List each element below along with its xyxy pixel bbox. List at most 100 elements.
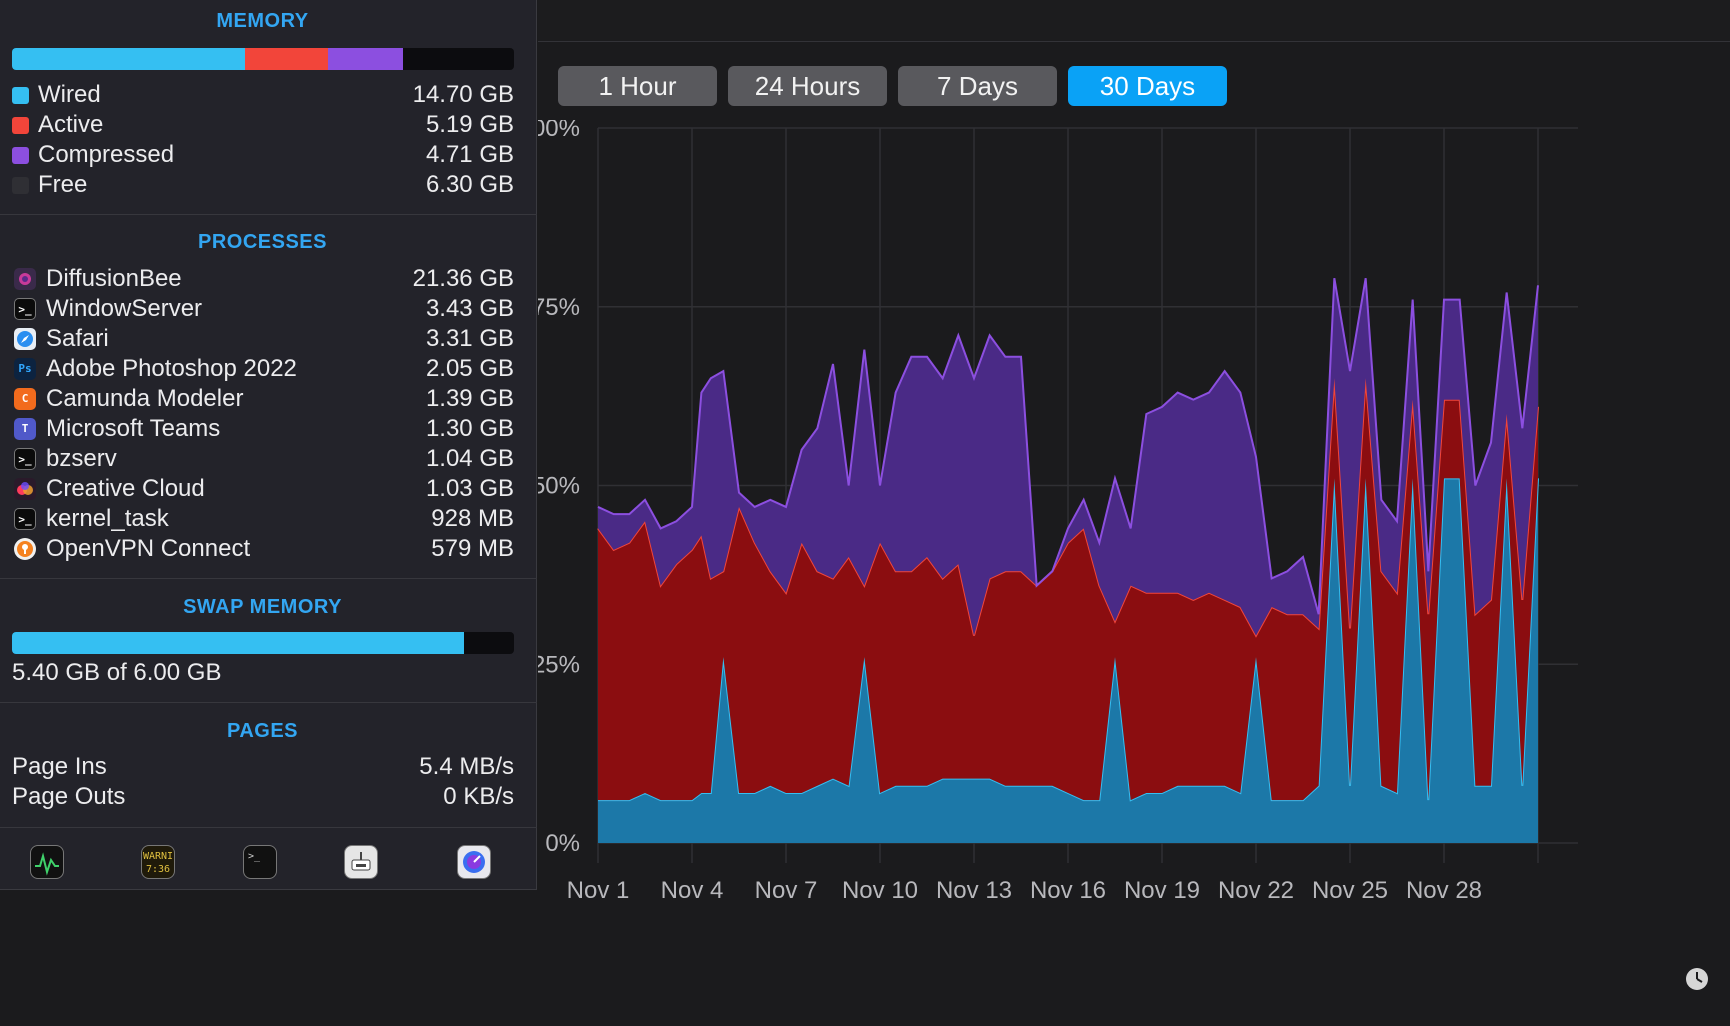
process-memory: 2.05 GB [425, 355, 514, 382]
memory-usage-bar [12, 48, 514, 70]
x-tick-label: Nov 16 [1030, 877, 1106, 904]
memory-row-value: 5.19 GB [425, 111, 514, 138]
istat-icon[interactable] [457, 845, 491, 879]
process-memory: 1.39 GB [425, 385, 514, 412]
y-tick-label: 25% [538, 651, 580, 678]
process-row[interactable]: Safari 3.31 GB [12, 324, 514, 354]
x-tick-label: Nov 4 [661, 877, 724, 904]
process-name: DiffusionBee [46, 265, 182, 292]
memory-row-free: Free 6.30 GB [12, 170, 514, 200]
process-name: Adobe Photoshop 2022 [46, 355, 297, 382]
area-active [598, 378, 1538, 801]
diffusionbee-icon [14, 268, 36, 290]
memory-panel: MEMORY Wired 14.70 GB Active 5.19 GB Com… [0, 0, 537, 890]
process-memory: 21.36 GB [412, 265, 514, 292]
app-shortcuts-bar: WARNI 7:36 >_ [0, 828, 537, 890]
x-tick-label: Nov 7 [755, 877, 818, 904]
divider [0, 702, 537, 703]
memory-row-value: 6.30 GB [425, 171, 514, 198]
terminal-icon: >_ [14, 448, 36, 470]
swap-summary: 5.40 GB of 6.00 GB [12, 659, 222, 686]
process-name: WindowServer [46, 295, 203, 322]
x-tick-label: Nov 28 [1406, 877, 1482, 904]
process-row[interactable]: >_ kernel_task 928 MB [12, 504, 514, 534]
x-axis: Nov 1 Nov 4 Nov 7 Nov 10 Nov 13 Nov 16 Nov 19 N… [567, 877, 1482, 904]
process-memory: 3.31 GB [425, 325, 514, 352]
swap-summary-row: 5.40 GB of 6.00 GB [12, 658, 514, 688]
memory-row-label: Active [38, 111, 104, 138]
memory-row-label: Wired [38, 81, 101, 108]
process-memory: 928 MB [431, 505, 514, 532]
process-name: Microsoft Teams [46, 415, 221, 442]
y-tick-label: 50% [538, 473, 580, 500]
memory-title: MEMORY [216, 10, 309, 32]
memory-row-value: 14.70 GB [412, 81, 514, 108]
terminal-icon: >_ [14, 298, 36, 320]
area-wired [598, 478, 1538, 843]
toolbar-strip [538, 0, 1730, 42]
memory-row-compressed: Compressed 4.71 GB [12, 140, 514, 170]
memory-bar-wired [12, 48, 246, 70]
page-ins-label: Page Ins [12, 753, 107, 780]
page-outs-value: 0 KB/s [443, 783, 514, 810]
process-row[interactable]: T Microsoft Teams 1.30 GB [12, 414, 514, 444]
swap-title: SWAP MEMORY [183, 596, 342, 618]
openvpn-icon [14, 538, 36, 560]
memory-bar-compressed [327, 48, 403, 70]
process-row[interactable]: Ps Adobe Photoshop 2022 2.05 GB [12, 354, 514, 384]
y-axis: 100% 75% 50% 25% 0% [538, 120, 580, 857]
pages-title: PAGES [226, 720, 299, 742]
terminal-icon[interactable]: >_ [243, 845, 277, 879]
process-name: Creative Cloud [46, 475, 205, 502]
x-tick-label: Nov 25 [1312, 877, 1388, 904]
x-tick-label: Nov 10 [842, 877, 918, 904]
process-memory: 579 MB [431, 535, 514, 562]
memory-row-label: Compressed [38, 141, 175, 168]
process-name: bzserv [46, 445, 117, 472]
memory-row-wired: Wired 14.70 GB [12, 80, 514, 110]
compressed-swatch [12, 147, 29, 164]
activity-monitor-icon[interactable] [30, 845, 64, 879]
process-name: Safari [46, 325, 109, 352]
range-button-30-days[interactable]: 30 Days [1068, 66, 1227, 106]
divider [0, 827, 537, 828]
y-tick-label: 0% [545, 830, 580, 857]
x-tick-label: Nov 19 [1124, 877, 1200, 904]
range-button-24-hours[interactable]: 24 Hours [728, 66, 887, 106]
processes-title: PROCESSES [198, 231, 327, 253]
page-outs-label: Page Outs [12, 783, 126, 810]
x-tick-label: Nov 13 [936, 877, 1012, 904]
memory-row-label: Free [38, 171, 88, 198]
memory-row-value: 4.71 GB [425, 141, 514, 168]
process-memory: 3.43 GB [425, 295, 514, 322]
teams-icon: T [14, 418, 36, 440]
wired-swatch [12, 87, 29, 104]
chart-areas [597, 277, 1539, 843]
memory-row-active: Active 5.19 GB [12, 110, 514, 140]
page-ins-row: Page Ins 5.4 MB/s [12, 752, 514, 782]
process-memory: 1.04 GB [425, 445, 514, 472]
console-icon[interactable]: WARNI 7:36 [141, 845, 175, 879]
range-button-1-hour[interactable]: 1 Hour [558, 66, 717, 106]
safari-icon [14, 328, 36, 350]
range-button-7-days[interactable]: 7 Days [898, 66, 1057, 106]
process-row[interactable]: C Camunda Modeler 1.39 GB [12, 384, 514, 414]
process-row[interactable]: DiffusionBee 21.36 GB [12, 264, 514, 294]
clock-icon[interactable] [1686, 968, 1708, 990]
memory-bar-active [245, 48, 328, 70]
terminal-icon: >_ [14, 508, 36, 530]
active-swatch [12, 117, 29, 134]
process-row[interactable]: Creative Cloud 1.03 GB [12, 474, 514, 504]
photoshop-icon: Ps [14, 358, 36, 380]
y-tick-label: 100% [538, 120, 580, 142]
process-row[interactable]: >_ WindowServer 3.43 GB [12, 294, 514, 324]
process-row[interactable]: >_ bzserv 1.04 GB [12, 444, 514, 474]
creative-cloud-icon [14, 478, 36, 500]
process-memory: 1.30 GB [425, 415, 514, 442]
process-row[interactable]: OpenVPN Connect 579 MB [12, 534, 514, 564]
swap-usage-bar [12, 632, 514, 654]
network-icon[interactable] [344, 845, 378, 879]
divider [0, 214, 537, 215]
process-name: kernel_task [46, 505, 169, 532]
